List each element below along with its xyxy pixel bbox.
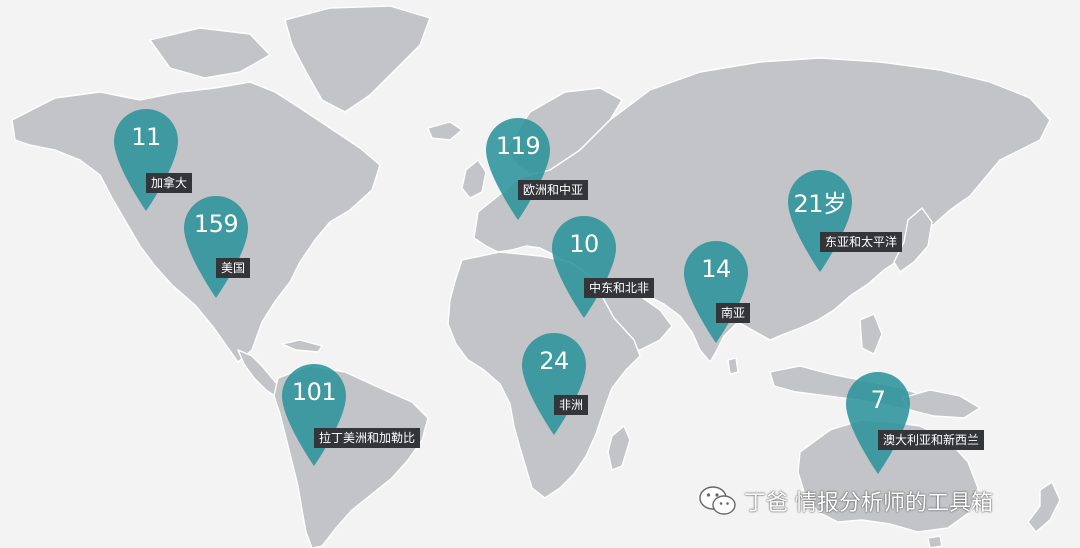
pin-africa[interactable]: 24 非洲 [522,333,592,443]
pin-label: 拉丁美洲和加勒比 [314,428,421,448]
pin-australia-new-zealand[interactable]: 7 澳大利亚和新西兰 [846,372,985,482]
pin-middle-east-north-africa[interactable]: 10 中东和北非 [552,216,655,326]
map-marker-icon [552,216,616,318]
pin-value: 101 [291,378,337,406]
madagascar [607,425,631,471]
pin-label: 澳大利亚和新西兰 [878,430,985,450]
pin-value: 10 [569,230,599,258]
pin-label: 欧洲和中亚 [518,180,589,200]
watermark-text: 丁爸 情报分析师的工具箱 [744,491,993,516]
map-marker-icon [788,170,852,272]
new-zealand [1027,481,1061,533]
map-marker-icon [684,241,748,343]
pin-value: 159 [193,210,239,238]
pin-east-asia-pacific[interactable]: 21岁 东亚和太平洋 [788,170,903,280]
map-marker-icon [282,364,346,466]
pin-label: 南亚 [716,303,751,323]
pin-value: 24 [539,347,569,375]
map-marker-icon [184,196,248,298]
pin-europe-central-asia[interactable]: 119 欧洲和中亚 [486,118,589,228]
pin-label: 东亚和太平洋 [820,232,903,252]
pin-label: 中东和北非 [584,278,655,298]
pin-value: 14 [701,255,731,283]
british-isles [461,159,487,199]
arctic-islands [149,27,271,79]
pin-canada[interactable]: 11 加拿大 [114,109,193,219]
pin-latin-america[interactable]: 101 拉丁美洲和加勒比 [282,364,421,474]
pin-value: 11 [131,123,161,151]
philippines [859,313,883,355]
pin-value: 21岁 [793,190,847,218]
pin-south-asia[interactable]: 14 南亚 [684,241,754,351]
map-marker-icon [486,118,550,220]
pin-label: 美国 [216,258,251,278]
map-marker-icon [846,372,910,474]
greenland [284,5,431,113]
pin-label: 加拿大 [146,173,193,193]
pin-value: 119 [495,132,541,160]
map-marker-icon [114,109,178,211]
map-marker-icon [522,333,586,435]
sri-lanka [727,357,739,375]
new-guinea [901,389,981,419]
pin-value: 7 [870,386,886,414]
tasmania [927,535,943,548]
caribbean [281,339,323,353]
watermark: 丁爸 情报分析师的工具箱 [698,484,993,518]
pin-usa[interactable]: 159 美国 [184,196,254,306]
wechat-icon [699,486,736,515]
pin-label: 非洲 [554,395,589,415]
iceland [427,121,463,141]
